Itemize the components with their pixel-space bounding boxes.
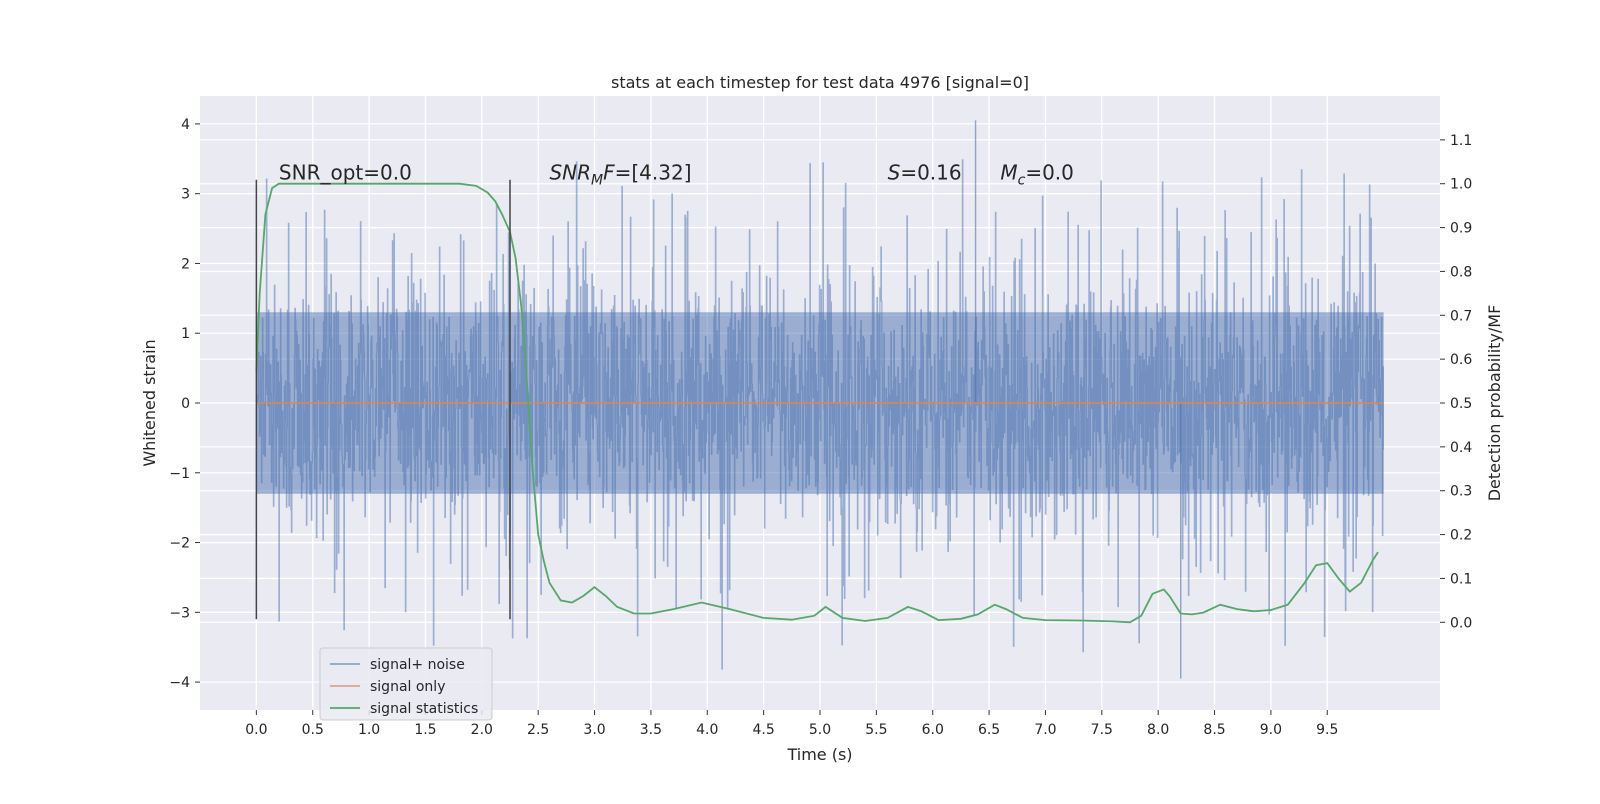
legend: signal+ noise signal only signal statistic…: [319, 647, 493, 721]
y-tick-label: 1: [181, 326, 190, 342]
legend-box: [319, 647, 493, 721]
x-axis: 0.0 0.5 1.0 1.5 2.0 2.5 3.0 3.5 4.0 4.5 5.0 5.5 6.0 6…: [245, 710, 1338, 738]
y-tick-label: −3: [169, 605, 190, 621]
x-tick-label: 6.0: [922, 722, 944, 738]
y-right-tick-label: 1.1: [1450, 133, 1472, 149]
x-axis-label: Time (s): [786, 745, 852, 764]
annotation-subscript: c: [1018, 173, 1026, 189]
y-right-tick-label: 0.8: [1450, 264, 1472, 280]
annotation-value: =[4.32]: [615, 161, 692, 185]
x-tick-label: 8.0: [1147, 722, 1169, 738]
y-tick-label: 0: [181, 396, 190, 412]
x-tick-label: 7.0: [1034, 722, 1056, 738]
y-tick-label: −2: [169, 536, 190, 552]
annotation-subscript: M: [591, 173, 603, 189]
x-tick-label: 0.5: [302, 722, 324, 738]
y-axis-right: 0.0 0.1 0.2 0.3 0.4 0.5 0.6 0.7 0.8 0.9 1.0 1.1: [1440, 133, 1472, 631]
x-tick-label: 5.5: [865, 722, 887, 738]
x-tick-label: 3.0: [583, 722, 605, 738]
x-tick-label: 0.0: [245, 722, 267, 738]
legend-label: signal statistics: [370, 701, 478, 717]
annotation-main: SNR: [549, 161, 591, 185]
x-tick-label: 8.5: [1203, 722, 1225, 738]
y-right-tick-label: 1.0: [1450, 177, 1472, 193]
chart-title: stats at each timestep for test data 497…: [611, 73, 1029, 92]
y-tick-label: 4: [181, 117, 190, 133]
x-tick-label: 4.5: [753, 722, 775, 738]
y-right-tick-label: 0.2: [1450, 528, 1472, 544]
y-right-tick-label: 0.0: [1450, 615, 1472, 631]
annotation-text: SNRMF=[4.32]: [549, 161, 691, 189]
x-tick-label: 3.5: [640, 722, 662, 738]
y-right-tick-label: 0.6: [1450, 352, 1472, 368]
y-right-tick-label: 0.3: [1450, 484, 1472, 500]
annotation-value: =0.0: [1025, 161, 1074, 185]
y-right-tick-label: 0.9: [1450, 221, 1472, 237]
x-tick-label: 6.5: [978, 722, 1000, 738]
annotation-main: M: [1000, 161, 1017, 185]
annotation-main: S: [888, 161, 901, 185]
y-tick-label: 3: [181, 187, 190, 203]
signal-statistics-line: [255, 182, 1379, 624]
annotations: SNR_opt=0.0 SNRMF=[4.32] S=0.16 Mc=0.0: [279, 161, 1074, 189]
annotation-text: SNR_opt=0.0: [279, 161, 412, 185]
annotation-value: =0.16: [900, 161, 961, 185]
y-tick-label: −4: [169, 675, 190, 691]
y-tick-label: −1: [169, 466, 190, 482]
x-tick-label: 9.0: [1260, 722, 1282, 738]
y-axis-label: Whitened strain: [140, 339, 159, 466]
y-right-tick-label: 0.4: [1450, 440, 1472, 456]
legend-label: signal+ noise: [370, 657, 465, 673]
legend-label: signal only: [370, 679, 445, 695]
line-series: [255, 182, 1384, 624]
vertical-markers: [255, 179, 511, 620]
y-axis-left: −4 −3 −2 −1 0 1 2 3 4: [169, 117, 200, 691]
x-tick-label: 4.0: [696, 722, 718, 738]
x-tick-label: 5.0: [809, 722, 831, 738]
x-tick-label: 9.5: [1316, 722, 1338, 738]
y-right-tick-label: 0.5: [1450, 396, 1472, 412]
x-tick-label: 1.0: [358, 722, 380, 738]
x-tick-label: 2.5: [527, 722, 549, 738]
annotation-f: F: [603, 161, 615, 185]
y-right-tick-label: 0.7: [1450, 308, 1472, 324]
y-right-tick-label: 0.1: [1450, 571, 1472, 587]
x-tick-label: 2.0: [471, 722, 493, 738]
annotation-text: S=0.16: [888, 161, 962, 185]
annotation-text: Mc=0.0: [1000, 161, 1074, 189]
y-tick-label: 2: [181, 256, 190, 272]
y-axis-right-label: Detection probability/MF: [1485, 305, 1504, 502]
x-tick-label: 1.5: [414, 722, 436, 738]
x-tick-label: 7.5: [1091, 722, 1113, 738]
annotation-main: SNR_opt=0.0: [279, 161, 412, 185]
